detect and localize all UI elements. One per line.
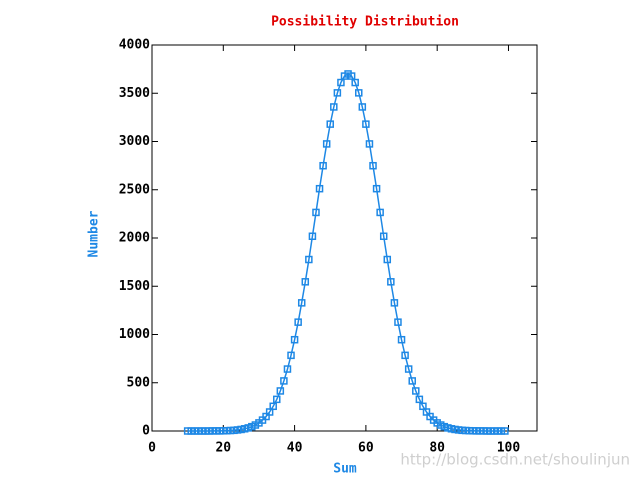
y-axis-label: Number	[87, 210, 102, 257]
marker	[362, 120, 370, 128]
marker	[394, 318, 402, 326]
marker	[390, 299, 399, 307]
marker	[319, 161, 327, 170]
marker	[412, 387, 420, 395]
marker	[365, 140, 374, 148]
x-tick-label: 40	[287, 441, 303, 456]
marker	[315, 184, 324, 193]
marker	[330, 103, 338, 111]
marker	[294, 318, 302, 326]
marker	[355, 89, 363, 97]
marker	[376, 208, 384, 217]
marker	[273, 395, 281, 404]
x-tick-label: 100	[497, 441, 521, 456]
marker	[383, 255, 392, 264]
marker	[358, 103, 367, 111]
y-tick-label: 1500	[119, 279, 150, 294]
y-tick-label: 4000	[119, 38, 150, 53]
series-line	[187, 73, 505, 432]
y-tick-label: 2500	[119, 182, 150, 197]
marker	[387, 278, 395, 286]
marker	[372, 184, 381, 193]
marker	[287, 351, 295, 360]
marker	[408, 377, 416, 385]
x-tick-label: 80	[429, 441, 445, 456]
marker	[326, 120, 334, 128]
marker	[351, 78, 359, 87]
x-axis-label: Sum	[333, 462, 357, 477]
marker	[312, 208, 320, 217]
x-tick-label: 0	[148, 441, 156, 456]
y-tick-label: 0	[142, 424, 150, 439]
marker	[280, 377, 288, 385]
marker	[305, 255, 313, 264]
y-tick-label: 3500	[119, 86, 150, 101]
marker	[397, 335, 406, 344]
marker	[308, 232, 317, 241]
marker	[269, 402, 277, 411]
marker	[501, 427, 509, 435]
marker	[369, 161, 377, 170]
marker	[290, 335, 299, 344]
y-tick-label: 3000	[119, 134, 150, 149]
watermark: http://blog.csdn.net/shoulinjun	[400, 451, 630, 469]
marker	[401, 351, 409, 360]
x-tick-label: 60	[358, 441, 374, 456]
marker	[333, 89, 342, 97]
marker	[379, 232, 388, 241]
marker	[283, 365, 292, 373]
marker	[404, 365, 413, 373]
marker	[297, 299, 306, 307]
y-tick-label: 2000	[119, 231, 150, 246]
marker	[322, 140, 331, 148]
marker	[276, 387, 285, 395]
plot-frame	[151, 44, 538, 432]
x-tick-label: 20	[215, 441, 231, 456]
y-tick-label: 500	[127, 375, 151, 390]
chart-title: Possibility Distribution	[271, 15, 459, 30]
marker	[301, 278, 310, 286]
y-tick-label: 1000	[119, 327, 150, 342]
marker	[415, 395, 424, 404]
